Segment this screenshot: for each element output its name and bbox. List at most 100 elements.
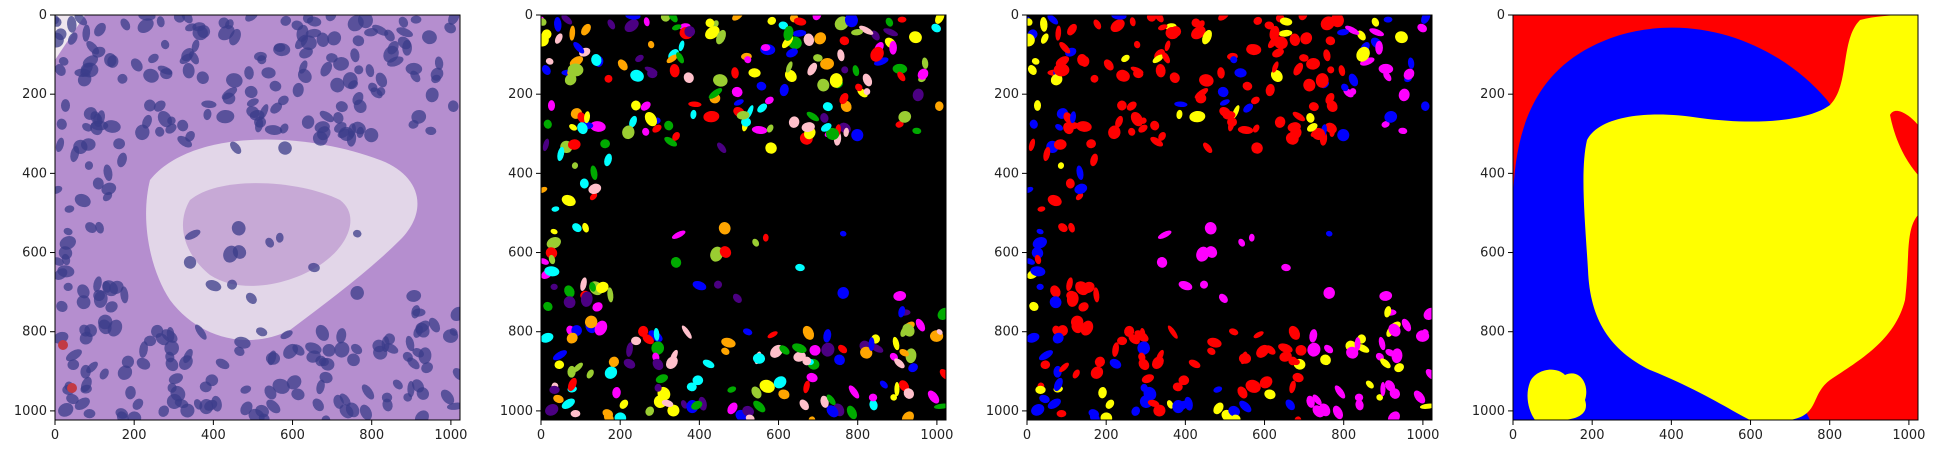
he-nucleus — [181, 15, 193, 24]
class-nucleus — [1189, 110, 1206, 123]
class-nucleus — [1239, 400, 1252, 413]
instance-nucleus — [927, 390, 940, 404]
instance-nucleus — [569, 25, 576, 41]
he-nucleus — [82, 24, 91, 42]
class-nucleus — [1219, 99, 1230, 106]
he-nucleus — [67, 359, 80, 370]
he-nucleus — [56, 118, 67, 130]
he-nucleus — [322, 343, 336, 357]
instance-nucleus — [841, 66, 849, 74]
class-nucleus — [1354, 337, 1361, 351]
instance-nucleus — [731, 86, 743, 98]
class-nucleus — [1072, 369, 1080, 379]
class-nucleus — [1279, 351, 1292, 362]
instance-nucleus — [817, 78, 830, 92]
class-nucleus — [1138, 358, 1150, 371]
x-tick-label: 800 — [359, 428, 384, 443]
class-nucleus — [1421, 101, 1430, 111]
instance-nucleus — [829, 73, 843, 88]
he-nucleus — [414, 410, 429, 420]
he-nucleus — [256, 327, 268, 337]
instance-nucleus — [710, 246, 724, 262]
instance-nucleus — [671, 230, 686, 239]
instance-nucleus — [933, 403, 946, 409]
he-nucleus — [201, 100, 217, 109]
he-nucleus — [405, 335, 415, 352]
he-nucleus — [102, 281, 111, 293]
class-nucleus — [1153, 404, 1166, 417]
instance-nucleus — [602, 409, 614, 418]
class-nucleus — [1152, 54, 1164, 64]
y-tick-label: 600 — [22, 246, 47, 261]
instance-nucleus — [651, 341, 664, 355]
he-frame — [54, 14, 461, 421]
class-nucleus — [1222, 111, 1236, 120]
instance-nucleus — [672, 24, 682, 31]
class-nucleus — [1204, 222, 1217, 235]
instance-nucleus — [592, 302, 603, 312]
class-nucleus — [1237, 386, 1248, 399]
instance-nucleus — [839, 230, 847, 237]
instance-nucleus — [686, 382, 697, 392]
instance-nucleus — [837, 49, 845, 62]
y-tick-label: 200 — [994, 87, 1019, 102]
y-tick-label: 600 — [994, 246, 1019, 261]
instance-nucleus — [541, 18, 547, 26]
class-nucleus — [1128, 334, 1140, 345]
instance-nucleus — [870, 46, 884, 62]
x-tick-label: 200 — [122, 428, 147, 443]
he-nucleus — [320, 61, 333, 77]
he-red-cell — [67, 383, 77, 393]
he-nucleus — [407, 381, 415, 398]
instance-nucleus — [586, 369, 594, 379]
he-nucleus — [55, 185, 63, 194]
instance-nucleus — [584, 315, 598, 329]
class-nucleus — [1234, 68, 1247, 78]
class-nucleus — [1040, 17, 1048, 32]
he-nucleus — [136, 357, 151, 370]
instance-nucleus — [644, 111, 657, 127]
class-nucleus — [1090, 74, 1099, 83]
class-nucleus — [1126, 101, 1137, 111]
instance-nucleus — [813, 54, 823, 62]
class-nucleus — [1035, 385, 1046, 394]
class-nucleus — [1383, 71, 1392, 82]
x-tick-label: 400 — [1659, 428, 1684, 443]
instance-nucleus — [745, 414, 755, 420]
class-nucleus — [1306, 113, 1315, 123]
class-nucleus — [1199, 74, 1214, 87]
instance-nucleus — [680, 400, 688, 409]
class-nucleus — [1356, 46, 1370, 62]
he-nucleus — [56, 300, 68, 313]
he-nucleus — [183, 348, 193, 364]
instance-nucleus — [561, 398, 575, 410]
he-nucleus — [375, 72, 388, 88]
instance-nucleus — [823, 329, 832, 343]
instance-nucleus — [727, 402, 738, 415]
class-nucleus — [1036, 283, 1044, 291]
he-nucleus — [244, 85, 258, 99]
instance-nucleus — [590, 165, 598, 180]
class-nucleus — [1380, 382, 1386, 397]
class-nucleus — [1075, 192, 1084, 201]
he-nucleus — [185, 130, 195, 142]
class-nucleus — [1320, 354, 1331, 366]
instance-nucleus — [702, 359, 715, 369]
he-nucleus — [364, 28, 378, 37]
he-nucleus — [85, 222, 97, 234]
instance-nucleus — [719, 246, 732, 258]
class-nucleus — [1213, 402, 1224, 415]
he-nucleus — [405, 62, 423, 75]
instance-nucleus — [736, 111, 750, 120]
instance-nucleus — [935, 101, 944, 111]
he-nucleus — [273, 43, 286, 53]
he-nuclei — [55, 15, 460, 420]
class-nucleus — [1288, 356, 1298, 366]
he-nucleus — [121, 355, 135, 369]
instance-nucleus — [589, 192, 598, 201]
instance-nucleus — [591, 54, 602, 66]
instance-nucleus — [626, 342, 633, 357]
instance-nucleus — [912, 127, 922, 135]
instance-nucleus — [629, 115, 637, 128]
class-nucleus — [1053, 377, 1063, 392]
